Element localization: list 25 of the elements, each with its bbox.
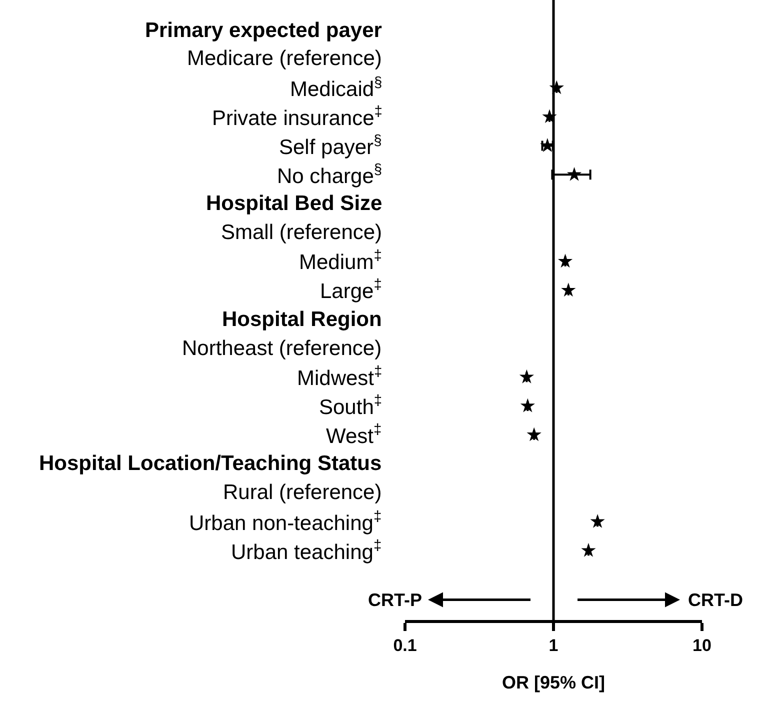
- y-tick-label: Rural (reference): [223, 481, 382, 504]
- y-tick-label: West$^{‡}$: [326, 422, 382, 448]
- y-tick-label: Medium$^{‡}$: [299, 248, 382, 274]
- y-tick-label: Midwest$^{‡}$: [297, 364, 382, 390]
- y-tick-label: Medicare (reference): [187, 47, 382, 70]
- y-tick-label: Hospital Region: [222, 308, 382, 331]
- text: CRT-P: [368, 590, 422, 610]
- x-axis-title: OR [95% CI]: [502, 672, 606, 692]
- y-tick-label: Small (reference): [221, 221, 382, 244]
- x-tick-label: 1: [548, 636, 558, 656]
- y-tick-label: No charge$^{§}$: [277, 162, 382, 188]
- y-tick-label: Primary expected payer: [145, 19, 382, 42]
- text: CRT-D: [688, 590, 743, 610]
- y-tick-label: Urban teaching$^{‡}$: [231, 538, 382, 564]
- y-tick-label: Medicaid$^{§}$: [290, 75, 382, 101]
- y-tick-label: Urban non-teaching$^{‡}$: [189, 509, 382, 535]
- x-tick-label: 0.1: [393, 636, 417, 656]
- y-tick-label: Self payer$^{§}$: [279, 133, 382, 159]
- y-tick-label: Hospital Bed Size: [206, 192, 382, 215]
- y-tick-label: Northeast (reference): [182, 337, 382, 360]
- y-tick-label: Large$^{‡}$: [320, 277, 382, 303]
- y-tick-label: Hospital Location/Teaching Status: [39, 452, 382, 475]
- x-tick-label: 10: [692, 636, 712, 656]
- y-tick-label: South$^{‡}$: [319, 393, 382, 419]
- y-tick-label: Private insurance$^{‡}$: [212, 104, 382, 130]
